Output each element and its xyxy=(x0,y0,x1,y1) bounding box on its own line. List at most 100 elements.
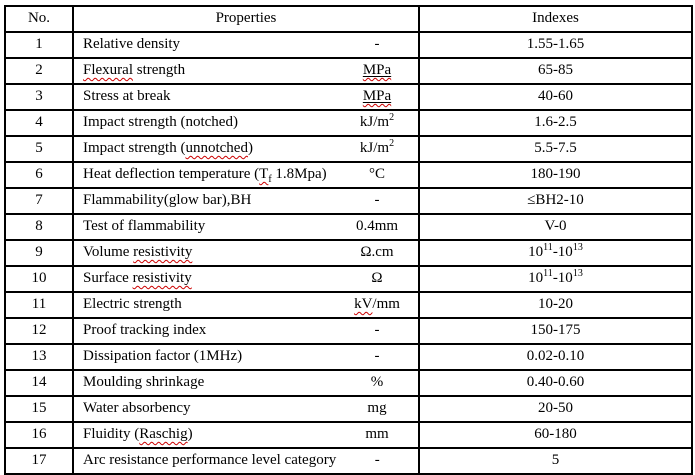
row-number: 11 xyxy=(4,291,74,319)
header-properties: Properties xyxy=(72,5,420,33)
property-name: Flammability(glow bar),BH xyxy=(83,192,252,209)
row-number: 2 xyxy=(4,57,74,85)
table-row: 11 Electric strength kV/mm 10-20 xyxy=(4,291,693,319)
index-value: 0.40-0.60 xyxy=(418,369,693,397)
property-name: Dissipation factor (1MHz) xyxy=(83,348,243,365)
index-value: 20-50 xyxy=(418,395,693,423)
property-unit: kV/mm xyxy=(354,296,400,313)
property-name: Impact strength (notched) xyxy=(83,114,238,131)
header-row: No. Properties Indexes xyxy=(4,5,693,33)
row-number: 1 xyxy=(4,31,74,59)
property-unit: °C xyxy=(368,166,385,183)
property-unit: kJ/m2 xyxy=(359,138,395,157)
index-value: 65-85 xyxy=(418,57,693,85)
index-value: ≤BH2-10 xyxy=(418,187,693,215)
row-number: 16 xyxy=(4,421,74,449)
row-number: 3 xyxy=(4,83,74,111)
property-unit: MPa xyxy=(362,88,392,105)
index-value: 40-60 xyxy=(418,83,693,111)
property-name: Arc resistance performance level categor… xyxy=(83,452,337,469)
document-page: No. Properties Indexes 1 Relative density… xyxy=(4,5,693,475)
property-cell: Stress at break MPa xyxy=(72,83,420,111)
property-cell: Impact strength (notched) kJ/m2 xyxy=(72,109,420,137)
table-row: 16 Fluidity (Raschig) mm 60-180 xyxy=(4,421,693,449)
property-name: Relative density xyxy=(83,36,181,53)
table-row: 1 Relative density - 1.55-1.65 xyxy=(4,31,693,59)
table-row: 3 Stress at break MPa 40-60 xyxy=(4,83,693,111)
table-row: 2 Flexural strength MPa 65-85 xyxy=(4,57,693,85)
property-unit: - xyxy=(374,36,380,53)
table-row: 6 Heat deflection temperature (Tf 1.8Mpa)… xyxy=(4,161,693,189)
property-unit: mg xyxy=(367,400,387,417)
row-number: 9 xyxy=(4,239,74,267)
table-row: 4 Impact strength (notched) kJ/m2 1.6-2.5 xyxy=(4,109,693,137)
property-unit: mm xyxy=(365,426,389,443)
index-value: 1.6-2.5 xyxy=(418,109,693,137)
index-value: 60-180 xyxy=(418,421,693,449)
property-name: Fluidity (Raschig) xyxy=(83,426,193,443)
table-row: 14 Moulding shrinkage% 0.40-0.60 xyxy=(4,369,693,397)
index-value: 10-20 xyxy=(418,291,693,319)
property-cell: Arc resistance performance level categor… xyxy=(72,447,420,475)
property-name: Test of flammability xyxy=(83,218,206,235)
row-number: 8 xyxy=(4,213,74,241)
index-value: 1011-1013 xyxy=(418,265,693,293)
property-unit: 0.4mm xyxy=(355,218,399,235)
property-name: Electric strength xyxy=(83,296,182,313)
index-value: 0.02-0.10 xyxy=(418,343,693,371)
row-number: 6 xyxy=(4,161,74,189)
table-row: 17 Arc resistance performance level categ… xyxy=(4,447,693,475)
property-unit: Ω xyxy=(371,270,383,287)
property-cell: Proof tracking index - xyxy=(72,317,420,345)
index-value: 180-190 xyxy=(418,161,693,189)
row-number: 15 xyxy=(4,395,74,423)
property-unit: Ω.cm xyxy=(360,244,394,261)
property-name: Flexural strength xyxy=(83,62,186,79)
property-unit: % xyxy=(370,374,384,391)
property-cell: Flexural strength MPa xyxy=(72,57,420,85)
table-row: 10 Surface resistivity Ω 1011-1013 xyxy=(4,265,693,293)
row-number: 13 xyxy=(4,343,74,371)
index-value: 5.5-7.5 xyxy=(418,135,693,163)
property-name: Heat deflection temperature (Tf 1.8Mpa) xyxy=(83,166,327,186)
property-unit: kJ/m2 xyxy=(359,112,395,131)
index-value: 5 xyxy=(418,447,693,475)
property-cell: Test of flammability 0.4mm xyxy=(72,213,420,241)
table-row: 7 Flammability(glow bar),BH - ≤BH2-10 xyxy=(4,187,693,215)
table-row: 13 Dissipation factor (1MHz) - 0.02-0.10 xyxy=(4,343,693,371)
property-cell: Fluidity (Raschig) mm xyxy=(72,421,420,449)
property-cell: Volume resistivity Ω.cm xyxy=(72,239,420,267)
index-value: 150-175 xyxy=(418,317,693,345)
property-cell: Dissipation factor (1MHz) - xyxy=(72,343,420,371)
property-cell: Impact strength (unnotched) kJ/m2 xyxy=(72,135,420,163)
table-body: 1 Relative density -1.55-1.65 2 Flexural str… xyxy=(4,31,693,475)
property-unit: - xyxy=(374,452,380,469)
property-cell: Water absorbency mg xyxy=(72,395,420,423)
property-name: Surface resistivity xyxy=(83,270,192,287)
index-value: 1011-1013 xyxy=(418,239,693,267)
property-name: Proof tracking index xyxy=(83,322,207,339)
property-cell: Flammability(glow bar),BH - xyxy=(72,187,420,215)
property-cell: Relative density - xyxy=(72,31,420,59)
table-row: 15 Water absorbency mg 20-50 xyxy=(4,395,693,423)
property-cell: Electric strength kV/mm xyxy=(72,291,420,319)
row-number: 5 xyxy=(4,135,74,163)
property-name: Moulding shrinkage xyxy=(83,374,205,391)
row-number: 4 xyxy=(4,109,74,137)
table-row: 5 Impact strength (unnotched) kJ/m2 5.5-7.5 xyxy=(4,135,693,163)
property-name: Volume resistivity xyxy=(83,244,193,261)
index-value: V-0 xyxy=(418,213,693,241)
table-row: 12 Proof tracking index - 150-175 xyxy=(4,317,693,345)
row-number: 14 xyxy=(4,369,74,397)
row-number: 7 xyxy=(4,187,74,215)
property-cell: Moulding shrinkage% xyxy=(72,369,420,397)
row-number: 17 xyxy=(4,447,74,475)
header-indexes: Indexes xyxy=(418,5,693,33)
table-row: 9 Volume resistivity Ω.cm 1011-1013 xyxy=(4,239,693,267)
property-cell: Heat deflection temperature (Tf 1.8Mpa) °… xyxy=(72,161,420,189)
property-name: Stress at break xyxy=(83,88,171,105)
property-unit: - xyxy=(374,192,380,209)
property-unit: MPa xyxy=(362,62,392,79)
property-name: Water absorbency xyxy=(83,400,191,417)
property-cell: Surface resistivity Ω xyxy=(72,265,420,293)
